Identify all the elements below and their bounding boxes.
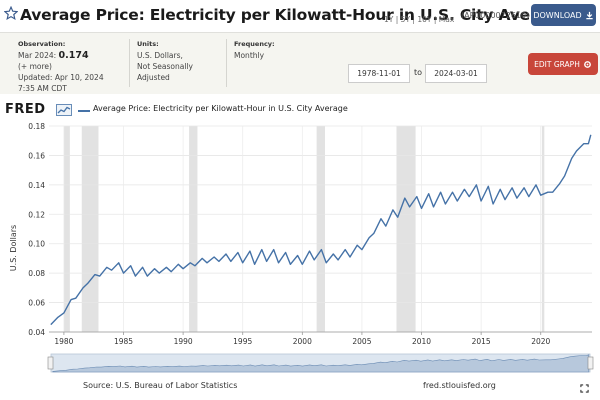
y-tick-label: 0.14 xyxy=(28,181,45,190)
units-line: Not Seasonally xyxy=(137,62,193,71)
frequency-label: Frequency: xyxy=(234,40,275,48)
frequency-block: Frequency: Monthly xyxy=(234,39,275,61)
observation-block: Observation: Mar 2024: 0.174 (+ more) Up… xyxy=(18,39,104,94)
edit-graph-button[interactable]: EDIT GRAPH xyxy=(528,53,598,75)
date-to-label: to xyxy=(414,68,423,77)
x-tick-label: 2010 xyxy=(412,337,431,346)
download-label: DOWNLOAD xyxy=(533,10,582,20)
legend-label: Average Price: Electricity per Kilowatt-… xyxy=(93,104,348,113)
y-tick-label: 0.10 xyxy=(28,240,45,249)
divider xyxy=(226,39,227,87)
units-line: U.S. Dollars, xyxy=(137,51,183,60)
fred-logo: FRED xyxy=(5,102,46,117)
more-link[interactable]: (+ more) xyxy=(18,62,52,71)
series-id: (APU000072610) xyxy=(461,11,530,20)
x-tick-label: 2005 xyxy=(352,337,371,346)
fred-graph-icon xyxy=(56,104,72,116)
observation-label: Observation: xyxy=(18,40,66,48)
source-text: Source: U.S. Bureau of Labor Statistics xyxy=(83,381,238,390)
end-date-input[interactable]: 2024-03-01 xyxy=(425,64,487,83)
range-5y[interactable]: 5Y xyxy=(400,15,411,24)
recession-shading xyxy=(63,126,545,332)
y-tick-label: 0.06 xyxy=(28,299,45,308)
y-tick-label: 0.08 xyxy=(28,269,45,278)
y-tick-label: 0.18 xyxy=(28,122,45,131)
recession-band xyxy=(541,126,545,332)
units-label: Units: xyxy=(137,40,159,48)
divider xyxy=(129,39,130,87)
y-tick-label: 0.16 xyxy=(28,151,45,160)
x-tick-label: 1980 xyxy=(54,337,73,346)
gear-icon xyxy=(583,60,591,68)
x-tick-label: 2015 xyxy=(472,337,491,346)
download-icon xyxy=(586,11,593,19)
navigator-right-handle xyxy=(587,356,594,370)
observation-period: Mar 2024: xyxy=(18,51,57,60)
axes: 0.04 0.06 0.08 0.10 0.12 0.14 0.16 0.18 1980 1985… xyxy=(28,122,592,346)
series-line xyxy=(50,134,592,326)
updated-time: 7:35 AM CDT xyxy=(18,84,67,93)
navigator-series xyxy=(52,354,590,373)
chart-area xyxy=(0,96,600,400)
fullscreen-icon[interactable] xyxy=(580,384,589,393)
units-block: Units: U.S. Dollars, Not Seasonally Adju… xyxy=(137,39,193,83)
metadata-panel: Observation: Mar 2024: 0.174 (+ more) Up… xyxy=(0,32,600,94)
title-bar: Average Price: Electricity per Kilowatt-… xyxy=(0,0,600,32)
edit-graph-label: EDIT GRAPH xyxy=(534,59,580,69)
site-link[interactable]: fred.stlouisfed.org xyxy=(423,381,496,390)
recession-band xyxy=(81,126,99,332)
range-max[interactable]: Max xyxy=(438,15,455,24)
x-tick-label: 1995 xyxy=(233,337,252,346)
recession-band xyxy=(63,126,70,332)
series-path xyxy=(50,134,592,326)
page-title: Average Price: Electricity per Kilowatt-… xyxy=(20,6,569,24)
recession-band xyxy=(396,126,416,332)
y-axis-label: U.S. Dollars xyxy=(9,225,18,271)
y-tick-label: 0.04 xyxy=(28,328,45,337)
recession-band xyxy=(316,126,325,332)
navigator-left-handle xyxy=(47,356,54,370)
download-button[interactable]: DOWNLOAD xyxy=(531,4,596,26)
frequency-value: Monthly xyxy=(234,51,265,60)
star-icon[interactable] xyxy=(4,6,18,20)
x-tick-label: 1990 xyxy=(174,337,193,346)
range-navigator[interactable] xyxy=(47,353,594,373)
legend-swatch xyxy=(78,110,90,112)
range-selector: 1Y | 5Y | 10Y | Max xyxy=(384,15,455,24)
range-1y[interactable]: 1Y xyxy=(384,15,394,24)
units-line: Adjusted xyxy=(137,73,170,82)
observation-value: 0.174 xyxy=(58,50,89,61)
y-tick-label: 0.12 xyxy=(28,210,45,219)
x-tick-label: 2000 xyxy=(293,337,312,346)
x-tick-label: 1985 xyxy=(114,337,133,346)
x-tick-label: 2020 xyxy=(531,337,550,346)
recession-band xyxy=(189,126,198,332)
updated-date: Updated: Apr 10, 2024 xyxy=(18,73,104,82)
line-chart[interactable]: 0.04 0.06 0.08 0.10 0.12 0.14 0.16 0.18 1980 1985… xyxy=(0,96,600,400)
range-10y[interactable]: 10Y xyxy=(417,15,432,24)
start-date-input[interactable]: 1978-11-01 xyxy=(348,64,410,83)
